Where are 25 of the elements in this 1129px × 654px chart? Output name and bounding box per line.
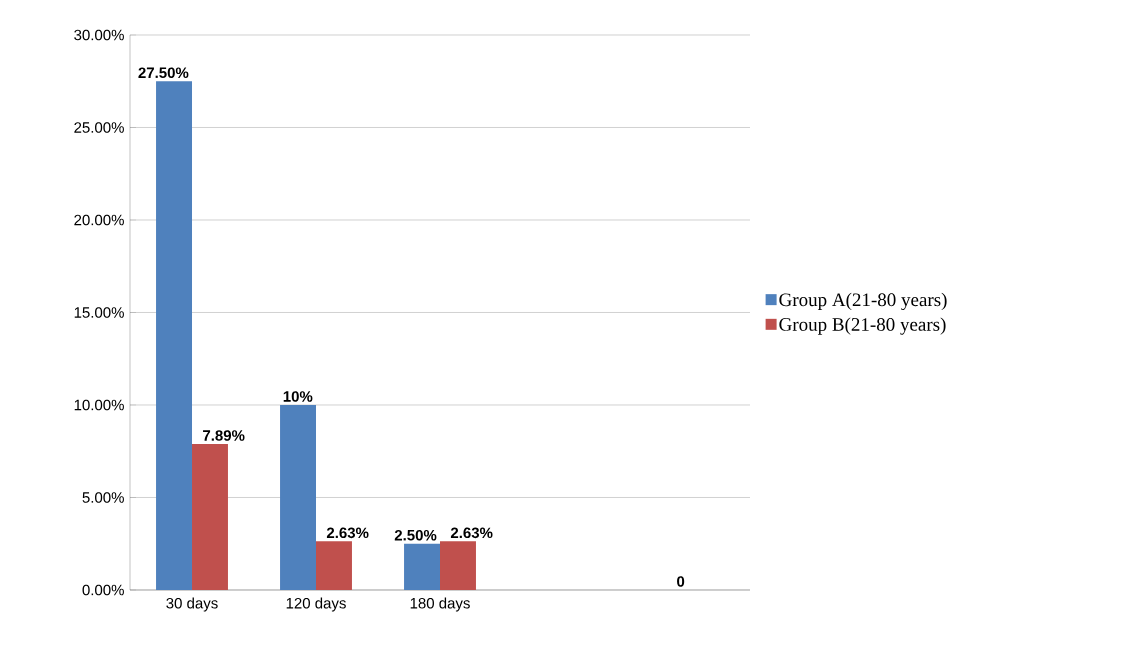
y-tick-label: 20.00%	[74, 214, 124, 226]
bar	[280, 404, 317, 590]
data-label: 2.63%	[450, 527, 493, 539]
y-tick-label: 5.00%	[82, 492, 124, 503]
x-tick-label: 30 days	[166, 597, 218, 612]
bar	[440, 541, 476, 590]
bar	[192, 444, 228, 590]
x-tick-label: 120 days	[286, 597, 346, 612]
y-tick-label: 25.00%	[74, 122, 124, 133]
legend-label: Group A(21-80 years)	[779, 292, 947, 311]
data-label: 0	[677, 576, 685, 587]
bar	[316, 541, 352, 590]
data-label: 2.63%	[326, 527, 369, 539]
data-label: 7.89%	[203, 430, 245, 441]
y-tick-label: 30.00%	[74, 29, 124, 41]
legend-label: Group B(21-80 years)	[779, 317, 946, 335]
data-label: 2.50%	[394, 529, 437, 541]
bar	[404, 543, 441, 590]
x-tick-label: 180 days	[410, 597, 470, 612]
bar	[156, 81, 193, 590]
y-tick-label: 15.00%	[74, 307, 124, 318]
y-tick-label: 10.00%	[74, 399, 124, 411]
y-tick-label: 0.00%	[82, 584, 124, 596]
data-label: 10%	[283, 391, 313, 402]
data-label: 27.50%	[138, 67, 189, 79]
